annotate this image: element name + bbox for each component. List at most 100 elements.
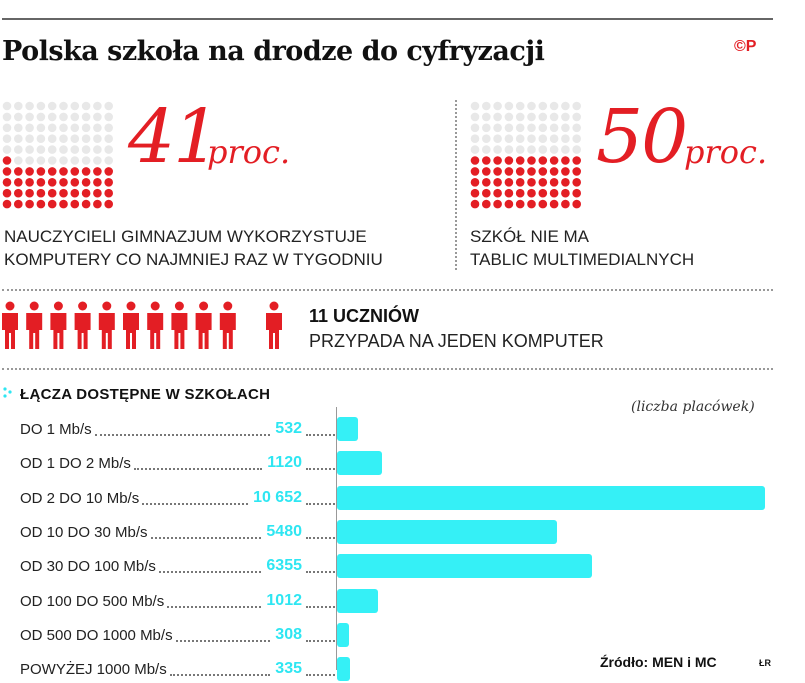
dot-empty (93, 134, 102, 143)
dot-filled (549, 156, 559, 165)
dot-empty (561, 112, 570, 122)
dot-filled (93, 167, 102, 176)
dot-empty (104, 145, 113, 154)
percent-dot-grid-teachers (2, 101, 116, 211)
dot-filled (47, 188, 57, 198)
student-person-icon (219, 301, 236, 349)
dot-filled (549, 188, 559, 198)
dot-filled (2, 156, 12, 165)
students-subline: PRZYPADA NA JEDEN KOMPUTER (309, 331, 604, 351)
dot-filled (515, 178, 525, 187)
dot-empty (515, 112, 525, 122)
dot-filled (59, 199, 68, 209)
dot-empty (2, 145, 12, 154)
dot-filled (47, 178, 57, 187)
stat-caption-schools-line1: SZKÓŁ NIE MA (470, 227, 590, 246)
dot-filled (70, 188, 80, 198)
chart-row-leader (169, 674, 271, 677)
dot-filled (59, 178, 68, 187)
dot-filled (572, 167, 581, 176)
dot-filled (81, 167, 91, 176)
chart-row-leader (94, 434, 271, 436)
dot-filled (470, 167, 480, 176)
dot-empty (549, 123, 559, 133)
dot-filled (470, 188, 480, 198)
author-initials: ŁR (759, 658, 771, 668)
dot-empty (25, 112, 34, 122)
dot-empty (561, 134, 570, 143)
dot-filled (549, 167, 559, 176)
dot-empty (493, 123, 502, 133)
dot-filled (561, 188, 570, 198)
dot-filled (470, 199, 480, 209)
dot-empty (93, 145, 102, 154)
students-headline: 11 UCZNIÓW (309, 306, 420, 326)
dot-filled (504, 188, 514, 198)
dot-filled (36, 167, 46, 176)
dot-filled (482, 199, 491, 209)
chart-value-label: 5480 (266, 522, 302, 540)
dot-filled (549, 199, 559, 209)
dot-empty (470, 134, 480, 143)
dot-filled (2, 178, 12, 187)
chart-category-label: OD 30 DO 100 Mb/s (20, 558, 156, 576)
dot-filled (59, 188, 68, 198)
dot-empty (549, 112, 559, 122)
chart-bar (337, 657, 351, 682)
chart-row-leader (306, 536, 335, 539)
dot-empty (470, 123, 480, 133)
dot-filled (515, 167, 525, 176)
dot-empty (572, 145, 581, 154)
chart-category-label: POWYŻEJ 1000 Mb/s (20, 661, 167, 679)
dot-filled (515, 156, 525, 165)
dot-filled (25, 199, 34, 209)
chart-category-label: DO 1 Mb/s (20, 421, 92, 438)
dot-filled (13, 188, 23, 198)
dot-empty (493, 101, 502, 111)
dot-filled (572, 156, 581, 165)
dot-empty (470, 145, 480, 154)
dot-empty (2, 101, 12, 111)
dot-empty (504, 145, 514, 154)
dot-empty (13, 145, 23, 154)
stats-divider (455, 100, 457, 270)
chart-row-leader (167, 605, 262, 608)
dot-empty (2, 134, 12, 143)
dot-filled (2, 199, 12, 209)
dot-empty (504, 101, 514, 111)
dot-empty (482, 101, 491, 111)
section-divider-2 (2, 368, 773, 370)
student-person-icon (2, 301, 18, 349)
dot-empty (36, 101, 46, 111)
stat-caption-teachers-line1: NAUCZYCIELI GIMNAZJUM WYKORZYSTUJE (4, 227, 367, 246)
dot-filled (81, 178, 91, 187)
dot-empty (527, 101, 536, 111)
dot-empty (104, 112, 113, 122)
dot-filled (493, 188, 502, 198)
dot-empty (25, 101, 34, 111)
dot-empty (549, 134, 559, 143)
dot-empty (527, 145, 536, 154)
dot-empty (527, 123, 536, 133)
dot-filled (527, 188, 536, 198)
dot-empty (572, 134, 581, 143)
stat-unit-schools: proc. (684, 133, 768, 171)
dot-empty (59, 134, 68, 143)
dot-empty (81, 145, 91, 154)
dot-filled (25, 178, 34, 187)
dot-empty (515, 101, 525, 111)
dot-empty (104, 123, 113, 133)
dot-empty (25, 123, 34, 133)
dot-filled (2, 167, 12, 176)
dot-filled (504, 199, 514, 209)
section-marker-icon (2, 386, 14, 400)
dot-filled (493, 167, 502, 176)
dot-filled (104, 178, 113, 187)
dot-empty (104, 156, 113, 165)
dot-filled (515, 188, 525, 198)
percent-dot-grid-schools (470, 101, 584, 211)
student-person-icon (98, 301, 115, 349)
dot-filled (36, 199, 46, 209)
student-person-icon (74, 301, 91, 349)
dot-empty (504, 123, 514, 133)
